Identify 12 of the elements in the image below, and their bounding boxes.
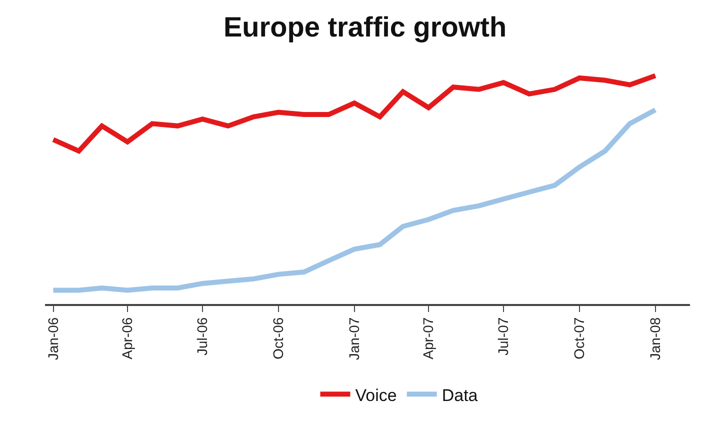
x-tick-label: Apr-06: [119, 317, 136, 360]
x-tick-label: Jul-07: [495, 317, 512, 356]
x-tick-label: Oct-07: [571, 317, 588, 360]
x-tick-label: Jan-07: [346, 317, 362, 360]
x-tick-label: Jul-06: [194, 317, 210, 356]
x-tick-label: Apr-07: [420, 317, 436, 360]
legend-label: Data: [442, 386, 478, 405]
chart-title: Europe traffic growth: [223, 12, 507, 43]
x-tick-label: Jan-08: [646, 317, 663, 360]
legend-label: Voice: [355, 386, 397, 405]
x-tick-label: Oct-06: [270, 317, 286, 360]
x-tick-label: Jan-06: [44, 317, 61, 360]
